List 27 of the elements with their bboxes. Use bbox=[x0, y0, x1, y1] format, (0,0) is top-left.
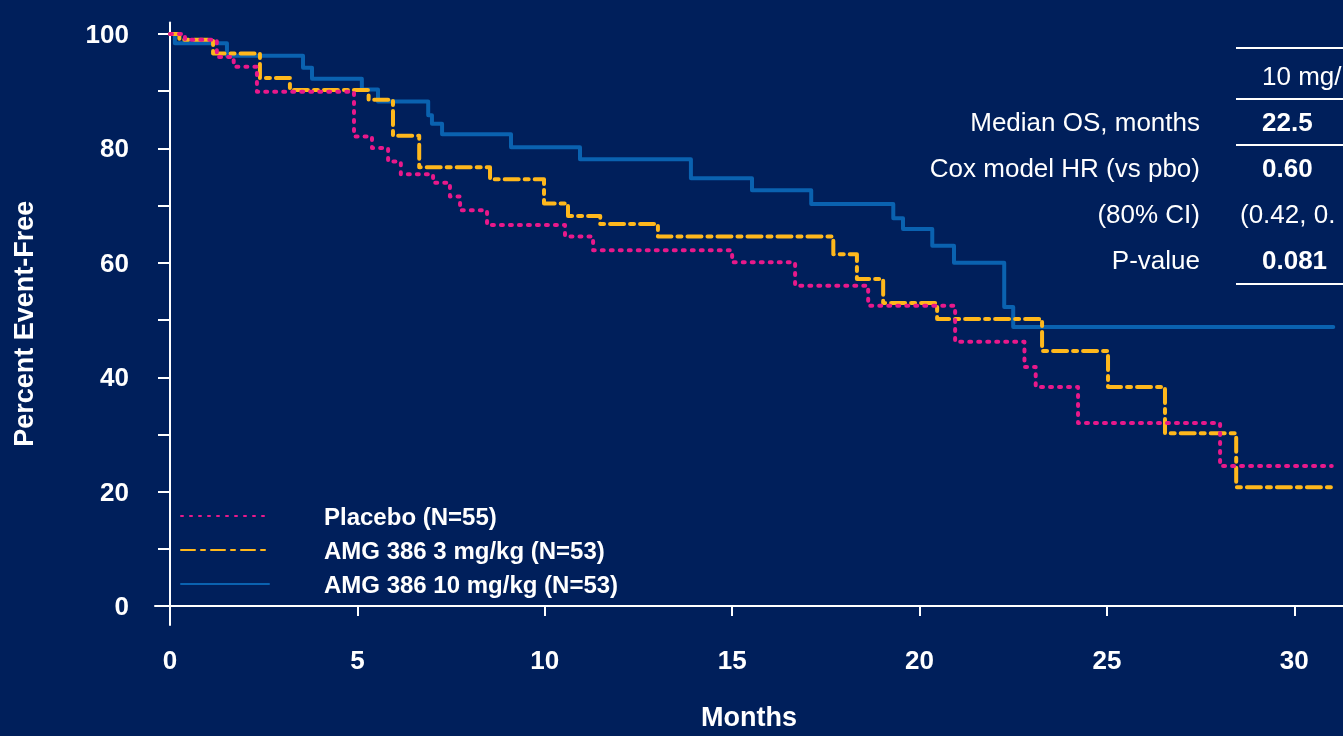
annotation: 0.081 bbox=[1262, 245, 1328, 275]
x-axis-title: Months bbox=[701, 701, 797, 732]
y-tick-label: 20 bbox=[100, 476, 129, 507]
x-tick-label: 25 bbox=[1092, 645, 1122, 675]
annotation: (80% CI) bbox=[1097, 199, 1200, 229]
x-tick-label: 15 bbox=[717, 645, 747, 675]
x-tick-label: 5 bbox=[350, 645, 365, 675]
annotation: 10 mg/ bbox=[1262, 61, 1343, 91]
annotation: 22.5 bbox=[1262, 107, 1313, 137]
annotation: Median OS, months bbox=[970, 107, 1200, 137]
legend-label: Placebo (N=55) bbox=[324, 502, 497, 530]
annotation: P-value bbox=[1111, 245, 1200, 275]
y-tick-label: 40 bbox=[100, 362, 129, 393]
annotation: 0.60 bbox=[1262, 153, 1313, 183]
x-tick-label: 0 bbox=[162, 645, 178, 675]
y-tick-label: 0 bbox=[114, 591, 129, 622]
y-tick-label: 60 bbox=[100, 247, 129, 278]
y-tick-label: 80 bbox=[100, 133, 129, 164]
x-tick-label: 30 bbox=[1279, 645, 1309, 675]
x-tick-label: 20 bbox=[905, 645, 934, 675]
y-tick-label: 100 bbox=[85, 19, 129, 50]
y-axis-title: Percent Event-Free bbox=[8, 200, 39, 447]
annotation: (0.42, 0. bbox=[1240, 199, 1336, 229]
annotation: Cox model HR (vs pbo) bbox=[929, 153, 1200, 183]
legend-label: AMG 386 3 mg/kg (N=53) bbox=[324, 536, 605, 564]
x-tick-label: 10 bbox=[530, 645, 560, 675]
legend-label: AMG 386 10 mg/kg (N=53) bbox=[324, 570, 619, 598]
